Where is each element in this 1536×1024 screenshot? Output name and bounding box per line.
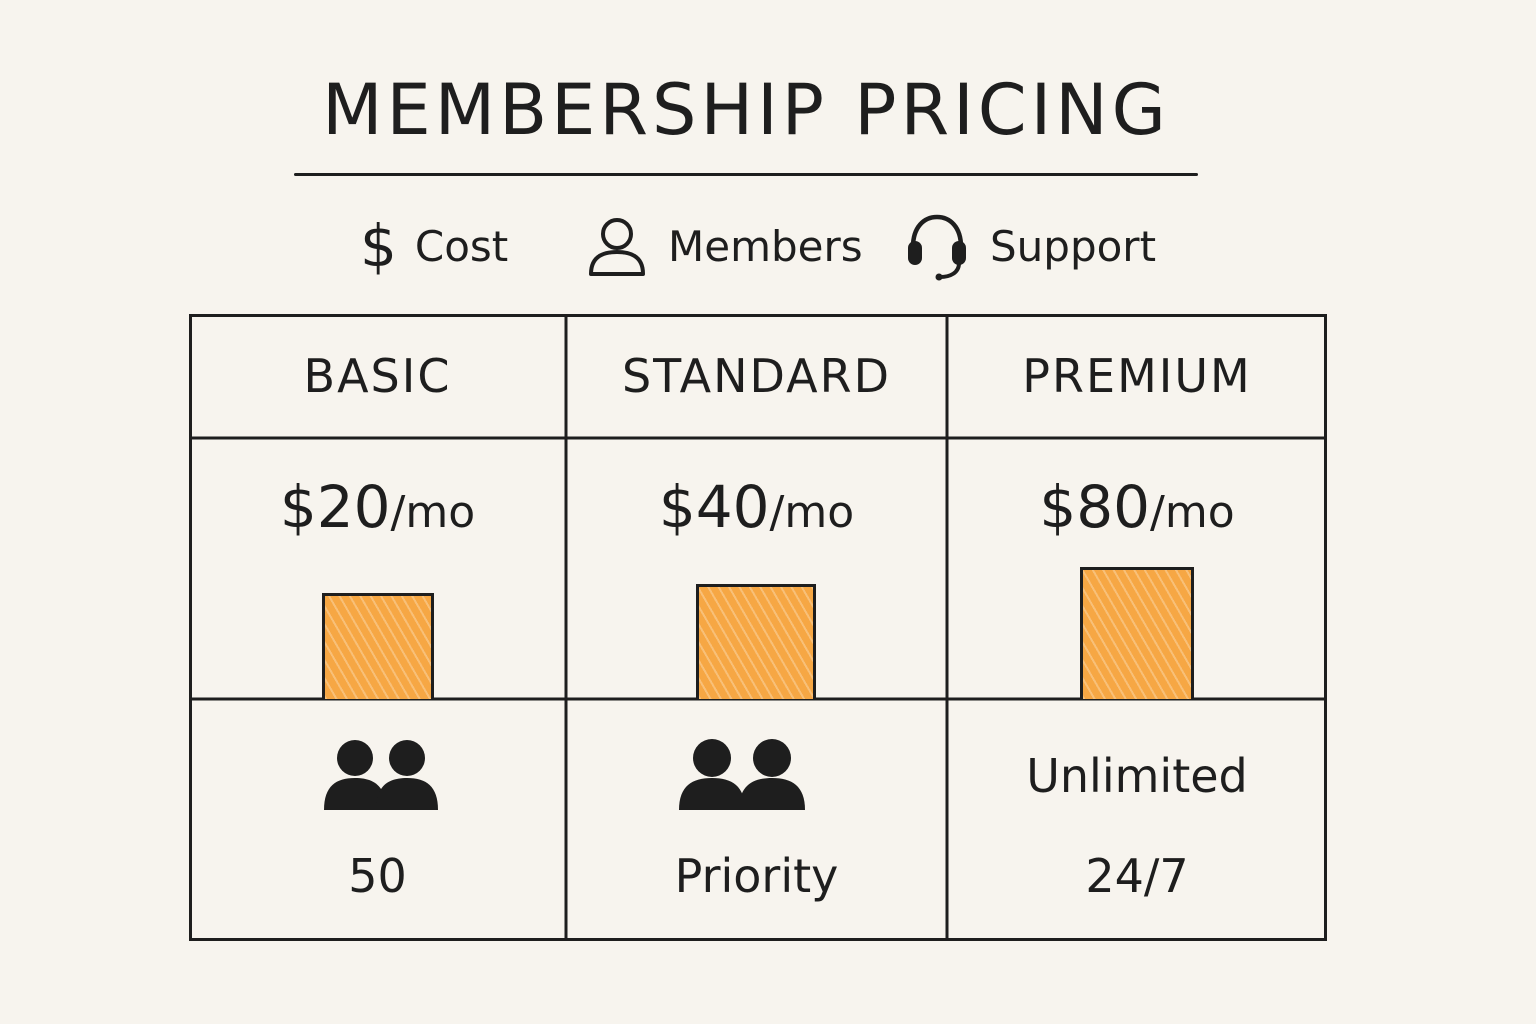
price-amount: $20 xyxy=(279,473,391,541)
price-unit: /mo xyxy=(390,487,476,538)
price-unit: /mo xyxy=(1150,487,1235,538)
legend-item-cost: $ Cost xyxy=(360,208,508,284)
legend-item-support: Support xyxy=(904,208,1156,284)
legend-item-members: Members xyxy=(586,208,863,284)
price-amount: $80 xyxy=(1039,473,1151,541)
tier-name-premium: PREMIUM xyxy=(1022,349,1252,403)
price-amount: $40 xyxy=(658,473,770,541)
title-underline xyxy=(294,173,1198,176)
legend-label-members: Members xyxy=(668,221,863,271)
table-grid-lines xyxy=(189,314,1327,941)
members-premium: Unlimited xyxy=(1026,749,1248,803)
price-bar-premium xyxy=(1080,567,1194,699)
legend-label-cost: Cost xyxy=(414,221,509,271)
group-icon xyxy=(679,738,805,816)
tier-name-basic: BASIC xyxy=(303,349,452,403)
price-basic: $20/mo xyxy=(189,462,566,552)
price-unit: /mo xyxy=(769,487,855,538)
headset-icon xyxy=(904,211,970,281)
price-premium: $80/mo xyxy=(947,462,1327,552)
legend-label-support: Support xyxy=(990,221,1157,271)
legend: $ Cost Members Support xyxy=(0,208,1536,284)
support-basic: 50 xyxy=(348,849,407,903)
support-standard: Priority xyxy=(674,849,839,903)
tier-name-standard: STANDARD xyxy=(621,349,892,403)
person-icon xyxy=(586,214,648,278)
support-premium: 24/7 xyxy=(1085,849,1189,903)
price-bar-basic xyxy=(322,593,434,699)
pricing-table: BASIC $20/mo 50 STANDARD $40/mo Priority… xyxy=(189,314,1327,941)
price-bar-standard xyxy=(696,584,816,699)
page-title: MEMBERSHIP PRICING xyxy=(322,69,1170,151)
group-icon xyxy=(324,738,440,816)
price-standard: $40/mo xyxy=(566,462,947,552)
dollar-icon: $ xyxy=(360,212,397,280)
